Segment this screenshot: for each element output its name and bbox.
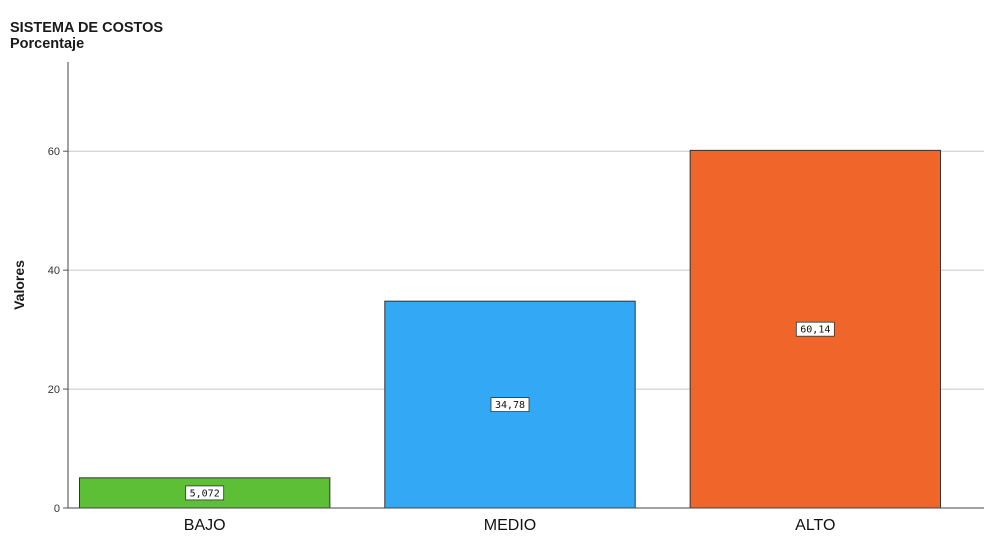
x-category-label: BAJO	[184, 517, 226, 534]
axes: 0 20 40 60	[48, 62, 984, 515]
value-label-box	[185, 485, 225, 501]
chart-subtitle: Porcentaje	[10, 36, 85, 52]
labels: BAJO 5,072 MEDIO 34,78 ALTO 60,14	[184, 321, 835, 534]
chart-title: SISTEMA DE COSTOS	[10, 20, 164, 36]
value-label-box	[795, 321, 835, 337]
value-label: 34,78	[495, 400, 525, 411]
y-tick-label: 60	[48, 146, 60, 158]
x-category-label: ALTO	[795, 517, 835, 534]
y-tick-label: 20	[48, 384, 60, 396]
y-tick-label: 40	[48, 265, 60, 277]
value-label: 5,072	[190, 488, 220, 499]
value-label-box	[490, 397, 530, 412]
x-category-label: MEDIO	[484, 517, 536, 534]
value-label: 60,14	[800, 325, 830, 336]
y-axis-title: Valores	[11, 260, 27, 310]
y-tick-label: 0	[54, 503, 60, 515]
